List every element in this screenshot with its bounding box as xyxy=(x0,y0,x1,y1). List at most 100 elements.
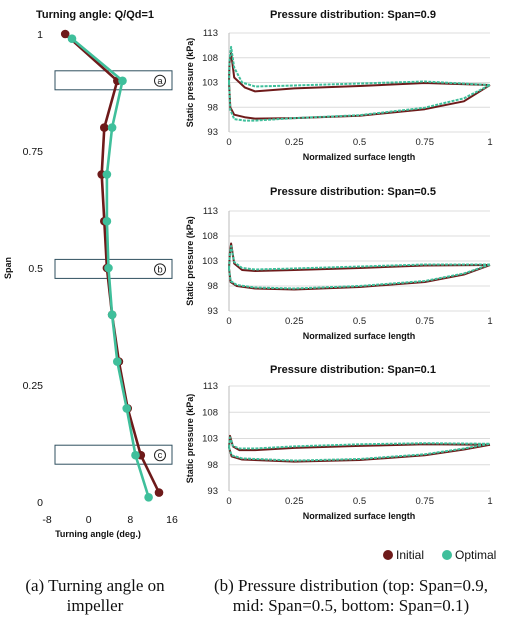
x-tick-label: 0.75 xyxy=(416,496,435,507)
x-tick-label: 16 xyxy=(166,514,178,526)
caption-b-line2: mid: Span=0.5, bottom: Span=0.1) xyxy=(232,596,470,615)
x-tick-label: 0.25 xyxy=(285,316,304,327)
y-tick-label: 98 xyxy=(207,102,218,113)
series-line-initial xyxy=(228,434,491,452)
x-axis-label: Normalized surface length xyxy=(303,331,416,341)
chart-title: Pressure distribution: Span=0.5 xyxy=(270,186,436,198)
series-line-initial xyxy=(228,82,491,120)
y-tick-label: 98 xyxy=(207,460,218,471)
series-line-initial xyxy=(228,242,491,272)
series-line-initial xyxy=(64,33,161,494)
legend-optimal-marker xyxy=(442,550,452,560)
x-tick-label: 1 xyxy=(487,316,492,327)
series-line-optimal xyxy=(228,82,491,122)
annotation-label-a: a xyxy=(157,76,163,87)
y-tick-label: 93 xyxy=(207,486,218,497)
legend-initial-marker xyxy=(383,550,393,560)
annotation-circle-c xyxy=(154,449,166,462)
data-point-optimal xyxy=(131,450,140,460)
data-point-initial xyxy=(60,29,70,39)
x-tick-label: 0 xyxy=(226,137,231,148)
y-tick-label: 113 xyxy=(203,28,218,39)
x-tick-label: 0 xyxy=(226,316,231,327)
caption-b: (b) Pressure distribution (top: Span=0.9… xyxy=(195,576,507,616)
y-tick-label: 0.25 xyxy=(23,380,44,392)
data-point-optimal xyxy=(102,216,112,226)
y-tick-label: 0.75 xyxy=(23,146,44,158)
y-axis-label: Static pressure (kPa) xyxy=(185,38,195,128)
data-point-optimal xyxy=(67,34,77,43)
data-point-optimal xyxy=(118,76,127,86)
data-point-optimal xyxy=(113,357,122,366)
x-tick-label: 1 xyxy=(487,496,492,507)
x-axis-label: Turning angle (deg.) xyxy=(55,529,141,539)
x-tick-label: 0.5 xyxy=(353,496,366,507)
y-axis-label: Static pressure (kPa) xyxy=(185,216,195,306)
series-line-optimal xyxy=(228,263,491,290)
x-tick-label: 1 xyxy=(487,137,492,148)
y-tick-label: 108 xyxy=(202,53,218,64)
series-line-initial xyxy=(228,51,491,93)
x-tick-label: 0 xyxy=(226,496,231,507)
caption-a-line2: impeller xyxy=(66,596,124,615)
data-point-optimal xyxy=(122,404,131,413)
x-tick-label: 0.75 xyxy=(416,316,435,327)
y-axis-label: Static pressure (kPa) xyxy=(185,394,195,484)
annotation-circle-b xyxy=(154,263,166,276)
y-tick-label: 108 xyxy=(202,407,218,418)
y-tick-label: 0 xyxy=(37,497,43,509)
y-tick-label: 0.5 xyxy=(28,263,43,275)
x-tick-label: 0.5 xyxy=(353,137,366,148)
x-tick-label: 0 xyxy=(86,514,92,526)
pressure-chart-span-0.1: Pressure distribution: Span=0.1939810310… xyxy=(185,364,493,521)
y-tick-label: 103 xyxy=(202,78,218,89)
chart-title: Turning angle: Q/Qd=1 xyxy=(36,9,154,21)
y-tick-label: 98 xyxy=(207,281,218,292)
pressure-chart-span-0.5: Pressure distribution: Span=0.5939810310… xyxy=(185,186,493,341)
annotation-label-b: b xyxy=(157,264,162,275)
legend-initial-label: Initial xyxy=(396,548,424,562)
annotation-circle-a xyxy=(154,74,166,87)
x-tick-label: 0.75 xyxy=(416,137,435,148)
series-line-optimal xyxy=(228,442,491,462)
x-tick-label: 0.25 xyxy=(285,496,304,507)
series-line-initial xyxy=(228,264,491,291)
y-tick-label: 1 xyxy=(37,29,43,41)
y-tick-label: 93 xyxy=(207,306,218,317)
data-point-initial xyxy=(154,488,164,497)
y-tick-label: 113 xyxy=(203,206,218,217)
series-line-optimal xyxy=(228,436,491,450)
data-point-optimal xyxy=(144,493,153,502)
x-axis-label: Normalized surface length xyxy=(303,511,416,521)
x-tick-label: -8 xyxy=(42,514,51,526)
y-tick-label: 108 xyxy=(202,231,218,242)
annotation-box-c xyxy=(54,444,173,465)
data-point-optimal xyxy=(107,123,117,132)
pressure-chart-span-0.9: Pressure distribution: Span=0.9939810310… xyxy=(185,9,493,162)
turning-angle-chart: Turning angle: Q/Qd=1 0 0.25 0.5 0.75 1 -8 0 8 16… xyxy=(3,9,178,539)
data-point-optimal xyxy=(107,310,117,320)
series-line-optimal xyxy=(228,245,490,271)
data-point-optimal xyxy=(102,170,112,179)
y-axis-label: Span xyxy=(3,257,13,279)
legend-optimal-label: Optimal xyxy=(455,548,496,562)
x-tick-label: 8 xyxy=(127,514,133,526)
data-point-initial xyxy=(100,123,109,132)
legend: Initial Optimal xyxy=(383,548,496,562)
caption-a-line1: (a) Turning angle on xyxy=(25,576,165,595)
y-tick-label: 103 xyxy=(202,256,218,267)
chart-title: Pressure distribution: Span=0.9 xyxy=(270,9,436,21)
y-tick-label: 113 xyxy=(203,381,218,392)
series-line-initial xyxy=(228,443,491,463)
x-tick-label: 0.25 xyxy=(285,137,304,148)
annotation-label-c: c xyxy=(158,450,163,461)
x-axis-label: Normalized surface length xyxy=(303,152,416,162)
y-tick-label: 103 xyxy=(202,434,218,445)
x-tick-label: 0.5 xyxy=(353,316,366,327)
annotation-box-b xyxy=(54,258,173,279)
y-tick-label: 93 xyxy=(207,127,218,138)
chart-title: Pressure distribution: Span=0.1 xyxy=(270,364,436,376)
caption-b-line1: (b) Pressure distribution (top: Span=0.9… xyxy=(213,576,488,595)
series-line-optimal xyxy=(228,45,491,88)
